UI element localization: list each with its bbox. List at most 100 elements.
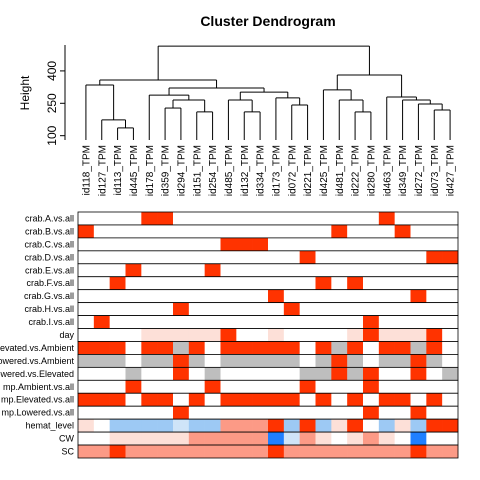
heat-cell xyxy=(394,315,411,329)
heat-cell xyxy=(299,393,316,407)
heat-cell xyxy=(236,212,253,225)
heat-cell xyxy=(109,250,126,264)
heat-cell xyxy=(394,212,411,225)
heat-cell xyxy=(125,367,142,381)
heat-cell xyxy=(220,212,237,225)
heat-cell xyxy=(283,224,300,238)
heat-cell xyxy=(125,276,142,290)
heat-cell xyxy=(347,250,364,264)
heat-cell xyxy=(363,406,380,420)
heat-cell xyxy=(410,406,427,420)
heat-cell xyxy=(394,237,411,251)
heat-cell xyxy=(378,263,395,277)
heat-cell xyxy=(93,276,110,290)
heat-cell xyxy=(125,328,142,342)
heat-cell xyxy=(220,328,237,342)
heat-cell xyxy=(220,289,237,303)
heat-cell xyxy=(93,341,110,355)
heat-cell xyxy=(283,367,300,381)
heat-cell xyxy=(315,419,332,433)
leaf-label: id178_TPM xyxy=(145,145,156,196)
leaf-label: id113_TPM xyxy=(113,145,124,195)
heat-cell xyxy=(331,406,348,420)
heat-cell xyxy=(125,354,142,368)
heat-cell xyxy=(347,302,364,316)
heat-cell xyxy=(426,302,443,316)
heat-cell xyxy=(347,224,364,238)
heat-cell xyxy=(268,380,285,394)
heat-cell xyxy=(236,393,253,407)
heat-cell xyxy=(363,367,380,381)
heat-cell xyxy=(125,341,142,355)
heat-cell xyxy=(236,432,253,446)
heat-cell xyxy=(410,419,427,433)
heat-cell xyxy=(204,354,221,368)
heat-cell xyxy=(331,328,348,342)
heat-cell xyxy=(141,263,158,277)
heat-cell xyxy=(204,302,221,316)
heat-cell xyxy=(220,302,237,316)
heat-cell xyxy=(204,341,221,355)
heat-cell xyxy=(236,302,253,316)
heat-cell xyxy=(125,224,142,238)
heat-cell xyxy=(125,263,142,277)
heat-cell xyxy=(315,393,332,407)
heat-cell xyxy=(442,224,459,238)
heat-cell xyxy=(426,419,443,433)
heat-cell xyxy=(268,445,285,458)
heat-cell xyxy=(410,276,427,290)
heat-cell xyxy=(93,432,110,446)
heat-cell xyxy=(283,432,300,446)
heat-cell xyxy=(394,432,411,446)
heat-cell xyxy=(331,393,348,407)
heat-cell xyxy=(141,419,158,433)
heat-cell xyxy=(442,263,459,277)
heat-cell xyxy=(188,289,205,303)
heat-cell xyxy=(125,237,142,251)
heat-cell xyxy=(252,315,269,329)
row-label: hemat_level xyxy=(25,421,74,431)
heat-cell xyxy=(394,445,411,458)
heat-cell xyxy=(315,212,332,225)
heat-cell xyxy=(347,315,364,329)
leaf-label: id445_TPM xyxy=(129,145,140,196)
heat-cell xyxy=(141,328,158,342)
heat-cell xyxy=(299,367,316,381)
heat-cell xyxy=(236,341,253,355)
heat-cell xyxy=(204,367,221,381)
heat-cell xyxy=(299,432,316,446)
heat-cell xyxy=(252,289,269,303)
heat-cell xyxy=(173,224,190,238)
heat-cell xyxy=(426,263,443,277)
heat-cell xyxy=(426,237,443,251)
heat-cell xyxy=(378,224,395,238)
heat-cell xyxy=(173,341,190,355)
heat-cell xyxy=(283,354,300,368)
heat-cell xyxy=(363,445,380,458)
leaf-label: id118_TPM xyxy=(81,145,92,195)
heat-cell xyxy=(299,237,316,251)
heat-cell xyxy=(347,341,364,355)
heat-cell xyxy=(252,354,269,368)
heat-cell xyxy=(363,212,380,225)
heat-cell xyxy=(283,328,300,342)
heat-cell xyxy=(378,302,395,316)
heat-cell xyxy=(378,250,395,264)
heat-cell xyxy=(426,445,443,458)
leaf-label: id485_TPM xyxy=(224,145,235,196)
heat-cell xyxy=(363,289,380,303)
y-axis-label: Height xyxy=(18,75,32,110)
leaf-label: id425_TPM xyxy=(319,145,330,196)
heat-cell xyxy=(93,367,110,381)
heat-cell xyxy=(299,406,316,420)
heat-cell xyxy=(109,367,126,381)
heat-cell xyxy=(252,419,269,433)
heat-cell xyxy=(204,406,221,420)
heat-cell xyxy=(299,250,316,264)
heat-cell xyxy=(347,393,364,407)
heat-cell xyxy=(363,328,380,342)
row-label: owered.vs.Ambient xyxy=(0,356,74,366)
heat-cell xyxy=(331,224,348,238)
heat-cell xyxy=(109,419,126,433)
heat-cell xyxy=(315,315,332,329)
